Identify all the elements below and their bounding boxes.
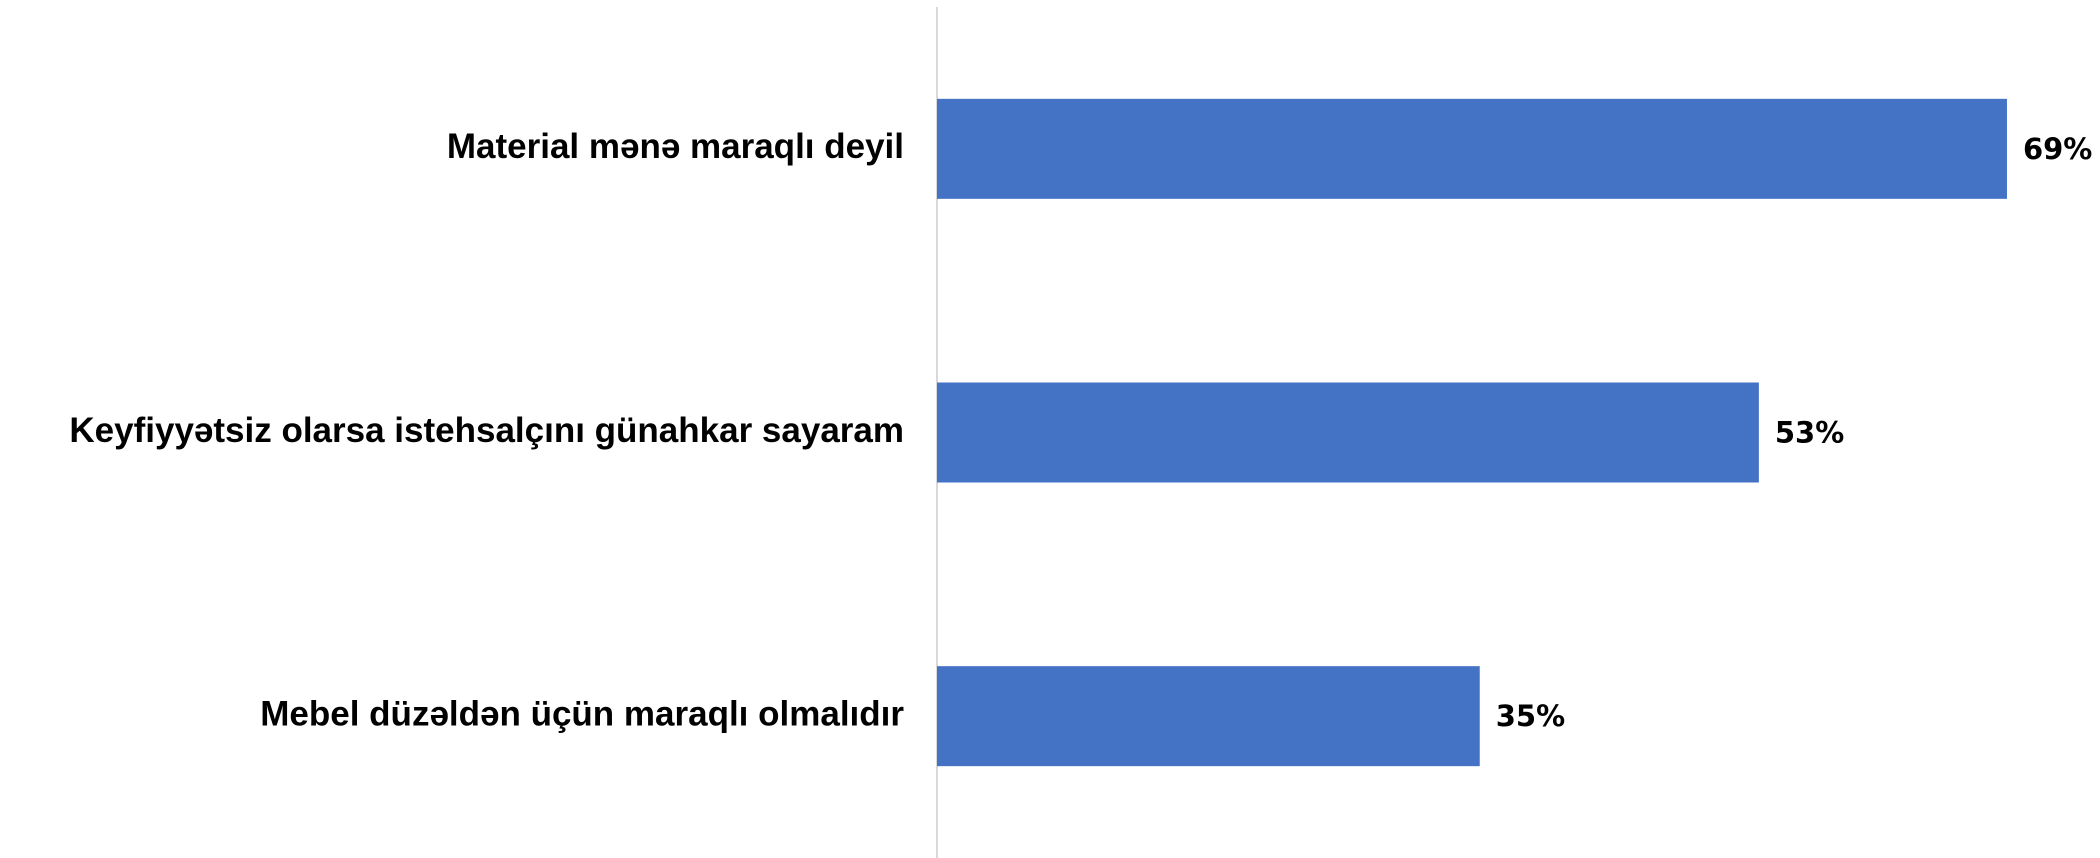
bar bbox=[937, 666, 1480, 767]
bar bbox=[937, 98, 2007, 199]
data-label: 53% bbox=[1775, 416, 1844, 450]
category-label: Mebel düzəldən üçün maraqlı olmalıdır bbox=[260, 694, 904, 733]
data-label: 35% bbox=[1496, 699, 1565, 733]
category-label: Material mənə maraqlı deyil bbox=[447, 127, 904, 166]
bar bbox=[937, 382, 1759, 483]
category-label: Keyfiyyətsiz olarsa istehsalçını günahka… bbox=[69, 411, 904, 450]
data-label: 69% bbox=[2023, 132, 2092, 166]
